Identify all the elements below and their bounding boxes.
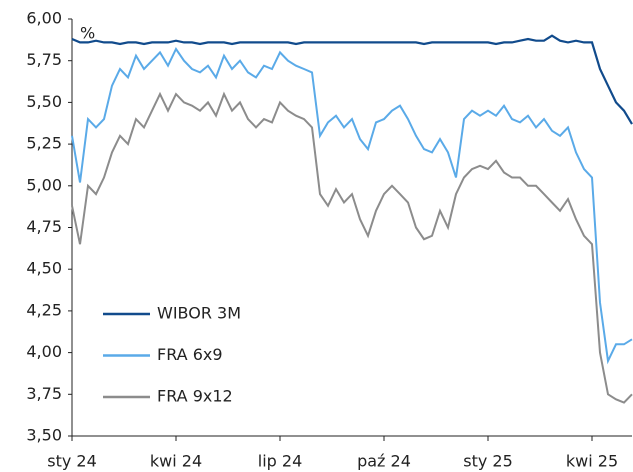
x-tick-label: sty 25 [463, 452, 513, 471]
y-tick-label: 5,25 [26, 134, 62, 153]
x-tick-label: kwi 25 [566, 452, 618, 471]
y-tick-label: 3,50 [26, 426, 62, 445]
legend-label: FRA 9x12 [157, 387, 233, 406]
y-unit: % [80, 24, 95, 43]
y-tick-label: 4,50 [26, 259, 62, 278]
legend-label: FRA 6x9 [157, 345, 223, 364]
y-tick-label: 5,75 [26, 50, 62, 69]
y-tick-label: 4,75 [26, 217, 62, 236]
legend-label: WIBOR 3M [157, 304, 241, 323]
x-tick-label: paź 24 [357, 452, 411, 471]
series-line [71, 91, 633, 404]
y-tick-label: 6,00 [26, 9, 62, 28]
series-line [71, 47, 633, 365]
x-tick-label: lip 24 [258, 452, 303, 471]
y-tick-label: 3,75 [26, 384, 62, 403]
x-tick-label: sty 24 [47, 452, 97, 471]
series-line [71, 34, 633, 125]
y-tick-label: 5,00 [26, 175, 62, 194]
x-tick-label: kwi 24 [150, 452, 202, 471]
y-tick-label: 4,25 [26, 300, 62, 319]
y-tick-label: 5,50 [26, 92, 62, 111]
y-tick-label: 4,00 [26, 342, 62, 361]
